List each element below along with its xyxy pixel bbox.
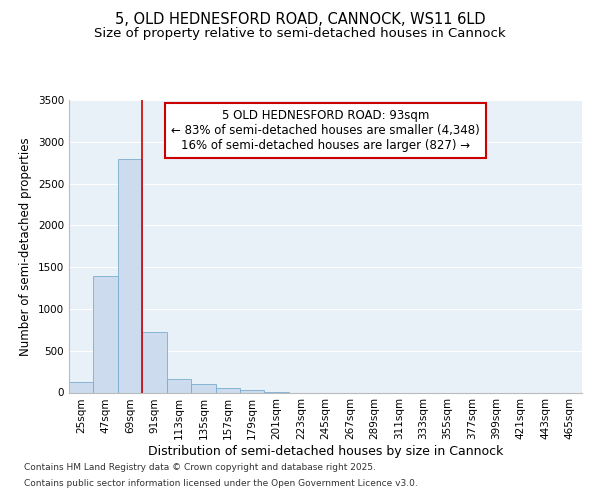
- Y-axis label: Number of semi-detached properties: Number of semi-detached properties: [19, 137, 32, 356]
- Bar: [191, 384, 215, 392]
- Bar: [167, 379, 191, 392]
- Text: 5, OLD HEDNESFORD ROAD, CANNOCK, WS11 6LD: 5, OLD HEDNESFORD ROAD, CANNOCK, WS11 6L…: [115, 12, 485, 28]
- Bar: [142, 332, 167, 392]
- Text: 5 OLD HEDNESFORD ROAD: 93sqm
← 83% of semi-detached houses are smaller (4,348)
1: 5 OLD HEDNESFORD ROAD: 93sqm ← 83% of se…: [171, 109, 480, 152]
- Text: Contains public sector information licensed under the Open Government Licence v3: Contains public sector information licen…: [24, 478, 418, 488]
- Text: Size of property relative to semi-detached houses in Cannock: Size of property relative to semi-detach…: [94, 28, 506, 40]
- X-axis label: Distribution of semi-detached houses by size in Cannock: Distribution of semi-detached houses by …: [148, 445, 503, 458]
- Bar: [118, 158, 142, 392]
- Bar: [240, 390, 265, 392]
- Bar: [94, 276, 118, 392]
- Bar: [69, 382, 94, 392]
- Bar: [215, 388, 240, 392]
- Text: Contains HM Land Registry data © Crown copyright and database right 2025.: Contains HM Land Registry data © Crown c…: [24, 464, 376, 472]
